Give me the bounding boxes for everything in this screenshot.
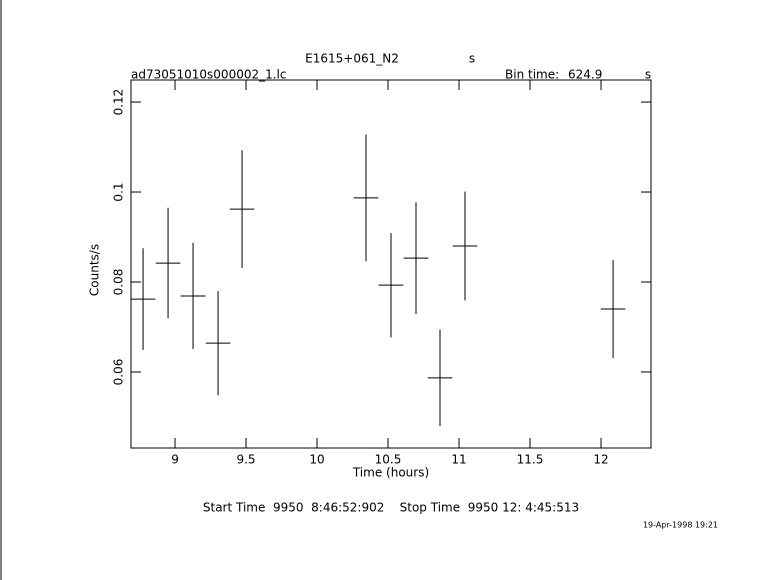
y-tick-label: 0.12 xyxy=(112,89,126,116)
bin-time-unit: s xyxy=(645,68,651,82)
bin-time: 624.9 xyxy=(568,68,602,82)
chart-title: E1615+061_N2 xyxy=(305,52,399,66)
x-tick-label: 12 xyxy=(593,453,608,467)
date: 19-Apr-1998 19:21 xyxy=(643,521,718,530)
bin-time-label: Bin time: xyxy=(505,68,559,82)
x-axis-label: Time (hours) xyxy=(352,466,429,480)
x-tick-label: 10.5 xyxy=(375,453,402,467)
file-name: ad73051010s000002_1.lc xyxy=(131,68,287,82)
y-tick-label: 0.1 xyxy=(112,182,126,201)
x-tick-label: 11 xyxy=(451,453,466,467)
y-tick-label: 0.08 xyxy=(112,269,126,296)
y-tick-label: 0.06 xyxy=(112,359,126,386)
footer: Start Time 9950 8:46:52:902 Stop Time 99… xyxy=(203,501,579,515)
y-axis-label: Counts/s xyxy=(88,244,102,296)
x-tick-label: 11.5 xyxy=(517,453,544,467)
title-unit: s xyxy=(469,52,475,66)
x-tick-label: 9 xyxy=(171,453,179,467)
x-tick-label: 10 xyxy=(309,453,324,467)
plot-frame xyxy=(130,79,652,449)
x-tick-label: 9.5 xyxy=(236,453,255,467)
